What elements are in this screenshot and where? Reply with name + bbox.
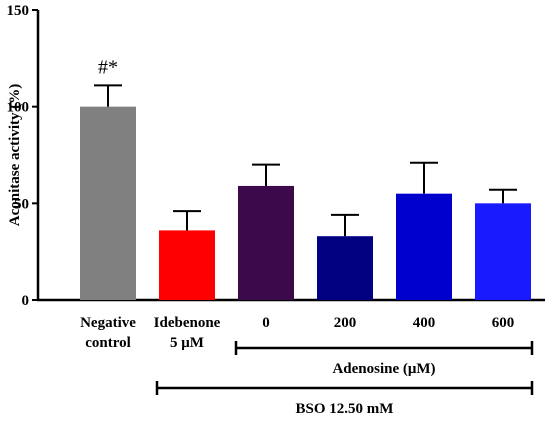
x-tick-label: 600 — [492, 315, 515, 331]
x-tick-label: 5 μM — [170, 335, 204, 351]
bar — [396, 193, 452, 300]
bar — [475, 203, 531, 300]
bar — [317, 236, 373, 300]
bracket-label: BSO 12.50 mM — [296, 401, 394, 417]
x-tick-label: 400 — [413, 315, 436, 331]
significance-annotation: #* — [98, 56, 118, 78]
y-tick-label: 100 — [7, 100, 30, 116]
bar — [238, 185, 294, 300]
bar — [80, 106, 136, 301]
bars: #* — [80, 56, 531, 301]
x-tick-labels: Negative control Idebenone 5 μM 0 200 400 600 — [80, 315, 514, 351]
bracket-label: Adenosine (μM) — [332, 361, 435, 377]
y-tick-label: 50 — [14, 196, 29, 212]
x-tick-label: control — [85, 335, 131, 351]
x-tick-label: 0 — [262, 315, 270, 331]
grouping-brackets: Adenosine (μM) BSO 12.50 mM — [155, 341, 534, 417]
y-tick-label: 150 — [7, 3, 30, 19]
bar — [159, 230, 215, 300]
y-axis-label: Aconitase activity (%) — [7, 84, 23, 226]
y-tick-label: 0 — [22, 293, 30, 309]
x-tick-label: Negative — [80, 315, 136, 331]
x-tick-label: Idebenone — [154, 315, 221, 331]
x-tick-label: 200 — [334, 315, 357, 331]
